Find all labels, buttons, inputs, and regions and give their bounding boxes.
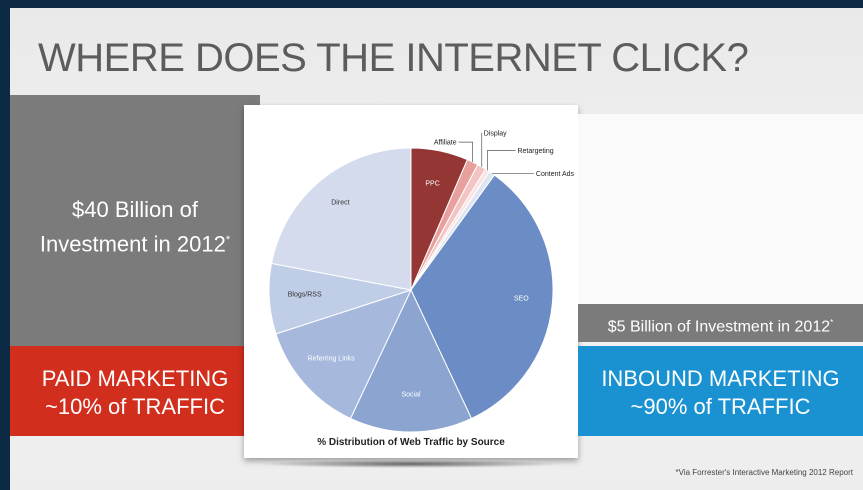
source-footnote: *Via Forrester's Interactive Marketing 2… <box>675 468 853 477</box>
pie-label-retargeting: Retargeting <box>517 148 553 155</box>
inbound-investment-panel: $5 Billion of Investment in 2012* <box>578 304 863 342</box>
pie-slice-direct <box>270 147 412 291</box>
pie-leader-retargeting <box>487 149 516 171</box>
pie-label-affiliate: Affiliate <box>434 140 457 147</box>
slide: WHERE DOES THE INTERNET CLICK? $40 Billi… <box>10 8 863 490</box>
paid-footnote-mark: * <box>225 234 231 246</box>
paid-marketing-label: PAID MARKETING <box>41 366 229 391</box>
pie-slice-social <box>349 288 473 433</box>
inbound-marketing-panel: INBOUND MARKETING ~90% of TRAFFIC <box>578 346 863 436</box>
pie-label-seo: SEO <box>514 295 529 302</box>
paid-marketing-panel: PAID MARKETING ~10% of TRAFFIC <box>10 346 260 436</box>
pie-leader-affiliate <box>458 141 474 163</box>
paid-investment-text: $40 Billion of Investment in 2012* <box>10 195 260 259</box>
paid-investment-line2: Investment in 2012 <box>39 231 226 257</box>
pie-chart: PPC Affiliate Display Retargeting Content Ad… <box>268 130 575 448</box>
inbound-footnote-mark: * <box>830 318 834 327</box>
paid-investment-line1: $40 Billion of <box>72 197 198 222</box>
pie-label-ppc: PPC <box>425 181 439 188</box>
pie-label-content-ads: Content Ads <box>536 171 575 178</box>
pie-slice-seo <box>410 174 554 420</box>
inbound-investment-text: $5 Billion of Investment in 2012 <box>607 318 831 336</box>
inbound-marketing-label: INBOUND MARKETING <box>601 366 840 391</box>
chart-shadow <box>260 460 560 468</box>
pie-label-social: Social <box>401 392 421 399</box>
pie-label-blogs-rss: Blogs/RSS <box>288 292 322 299</box>
paid-traffic-share: ~10% of TRAFFIC <box>45 394 225 419</box>
pie-label-referring-links: Referring Links <box>308 355 356 362</box>
inbound-traffic-share: ~90% of TRAFFIC <box>630 394 811 419</box>
chart-title: % Distribution of Web Traffic by Source <box>317 437 505 448</box>
inbound-blank-panel <box>578 114 863 304</box>
paid-investment-panel: $40 Billion of Investment in 2012* <box>10 95 260 355</box>
pie-label-display: Display <box>484 130 507 137</box>
chart-card: PPC Affiliate Display Retargeting Content Ad… <box>244 105 578 458</box>
pie-label-direct: Direct <box>331 200 349 207</box>
slide-title: WHERE DOES THE INTERNET CLICK? <box>38 36 749 80</box>
pie-slice-referring-links <box>275 289 412 420</box>
